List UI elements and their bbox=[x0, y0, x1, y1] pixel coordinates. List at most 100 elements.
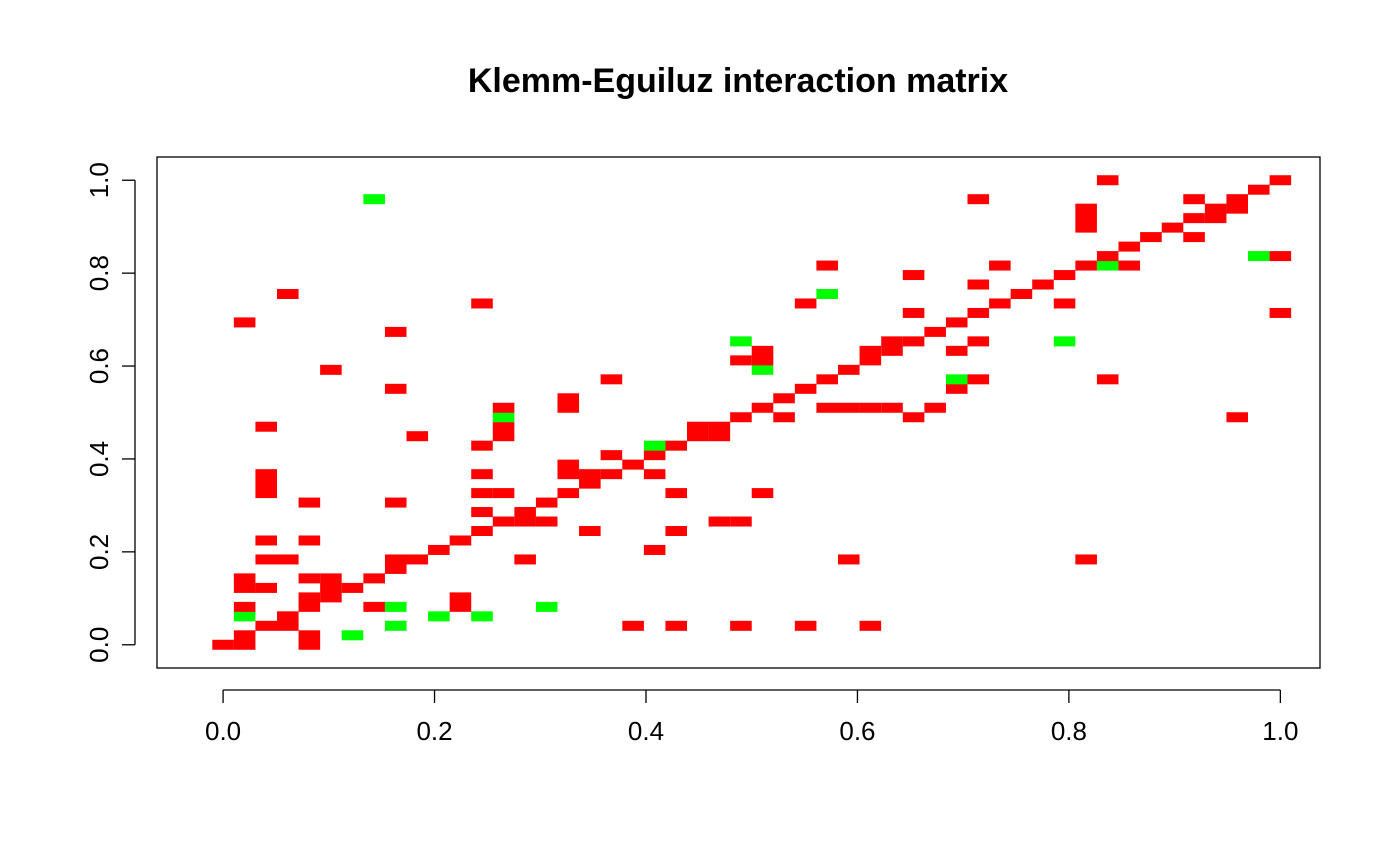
matrix-cell-positive bbox=[1269, 307, 1292, 318]
matrix-cell-positive bbox=[514, 516, 536, 527]
matrix-cell-positive bbox=[1226, 412, 1248, 423]
matrix-cell-positive bbox=[471, 526, 493, 537]
matrix-cell-positive bbox=[341, 582, 364, 593]
matrix-cell-positive bbox=[643, 450, 666, 461]
matrix-cell-positive bbox=[622, 459, 644, 470]
matrix-cell-positive bbox=[600, 469, 623, 480]
matrix-cell-positive bbox=[945, 383, 968, 394]
x-tick-label: 0.8 bbox=[1051, 716, 1087, 746]
matrix-cell-positive bbox=[320, 573, 342, 584]
matrix-cell-positive bbox=[881, 402, 903, 413]
matrix-cell-positive bbox=[967, 336, 990, 347]
matrix-cell-positive bbox=[773, 393, 795, 404]
matrix-cell-positive bbox=[277, 611, 299, 622]
matrix-cell-positive bbox=[255, 620, 277, 631]
matrix-cell-positive bbox=[320, 364, 342, 375]
matrix-cell-positive bbox=[255, 478, 277, 489]
matrix-cell-positive bbox=[557, 393, 580, 404]
matrix-cell-positive bbox=[298, 573, 321, 584]
matrix-cell-positive bbox=[1118, 260, 1141, 271]
matrix-cell-positive bbox=[384, 383, 407, 394]
y-tick-label: 0.2 bbox=[84, 534, 114, 570]
matrix-cell-positive bbox=[233, 601, 256, 612]
matrix-cell-positive bbox=[643, 544, 666, 555]
matrix-cell-positive bbox=[1183, 213, 1205, 224]
matrix-cell-positive bbox=[384, 326, 407, 337]
matrix-cell-positive bbox=[255, 554, 277, 565]
matrix-cell-positive bbox=[255, 582, 277, 593]
matrix-cell-positive bbox=[1075, 222, 1097, 233]
matrix-cell-positive bbox=[1075, 213, 1097, 224]
matrix-cell-positive bbox=[1204, 213, 1227, 224]
matrix-cell-negative bbox=[492, 412, 515, 423]
matrix-cell-positive bbox=[298, 601, 321, 612]
matrix-cell-positive bbox=[557, 469, 580, 480]
x-tick-label: 0.4 bbox=[628, 716, 664, 746]
matrix-cell-positive bbox=[751, 402, 774, 413]
y-tick-label: 0.4 bbox=[84, 441, 114, 477]
matrix-cells bbox=[212, 175, 1292, 650]
matrix-cell-positive bbox=[859, 620, 882, 631]
matrix-cell-positive bbox=[384, 497, 407, 508]
matrix-cell-negative bbox=[1053, 336, 1076, 347]
matrix-cell-positive bbox=[233, 573, 256, 584]
matrix-cell-positive bbox=[816, 374, 838, 385]
matrix-cell-positive bbox=[277, 288, 299, 299]
matrix-cell-positive bbox=[622, 620, 644, 631]
matrix-cell-positive bbox=[277, 554, 299, 565]
matrix-cell-positive bbox=[1204, 203, 1227, 214]
matrix-cell-negative bbox=[384, 601, 407, 612]
matrix-cell-negative bbox=[751, 364, 774, 375]
matrix-cell-positive bbox=[1140, 232, 1162, 243]
matrix-cell-positive bbox=[794, 383, 817, 394]
matrix-cell-positive bbox=[471, 298, 493, 309]
matrix-cell-positive bbox=[255, 469, 277, 480]
matrix-cell-positive bbox=[535, 497, 558, 508]
matrix-cell-positive bbox=[751, 488, 774, 499]
matrix-cell-positive bbox=[859, 355, 882, 366]
matrix-cell-negative bbox=[384, 620, 407, 631]
matrix-cell-negative bbox=[816, 288, 838, 299]
matrix-cell-positive bbox=[1096, 175, 1119, 186]
matrix-cell-positive bbox=[837, 364, 860, 375]
x-axis: 0.0 0.2 0.4 0.6 0.8 1.0 bbox=[205, 689, 1298, 746]
matrix-cell-positive bbox=[600, 450, 623, 461]
matrix-cell-negative bbox=[471, 611, 493, 622]
matrix-cell-positive bbox=[708, 431, 731, 442]
matrix-cell-positive bbox=[233, 317, 256, 328]
matrix-cell-positive bbox=[665, 440, 688, 451]
matrix-cell-positive bbox=[471, 440, 493, 451]
matrix-cell-positive bbox=[255, 535, 277, 546]
matrix-cell-positive bbox=[902, 307, 925, 318]
matrix-cell-positive bbox=[384, 554, 407, 565]
matrix-cell-positive bbox=[557, 459, 580, 470]
matrix-cell-positive bbox=[967, 307, 990, 318]
y-tick-label: 0.8 bbox=[84, 255, 114, 291]
matrix-cell-positive bbox=[1010, 288, 1033, 299]
matrix-cell-positive bbox=[233, 630, 256, 641]
x-tick-label: 0.0 bbox=[205, 716, 241, 746]
matrix-cell-positive bbox=[298, 497, 321, 508]
matrix-cell-positive bbox=[881, 336, 903, 347]
matrix-cell-positive bbox=[945, 345, 968, 356]
matrix-cell-positive bbox=[1075, 260, 1097, 271]
matrix-cell-positive bbox=[298, 630, 321, 641]
matrix-cell-positive bbox=[298, 535, 321, 546]
matrix-cell-positive bbox=[492, 431, 515, 442]
matrix-cell-positive bbox=[1248, 184, 1270, 195]
x-tick-label: 1.0 bbox=[1262, 716, 1298, 746]
matrix-cell-positive bbox=[212, 639, 234, 650]
matrix-cell-negative bbox=[643, 440, 666, 451]
matrix-cell-positive bbox=[794, 298, 817, 309]
chart-title: Klemm-Eguiluz interaction matrix bbox=[468, 62, 1008, 100]
matrix-cell-positive bbox=[751, 345, 774, 356]
x-tick-label: 0.6 bbox=[839, 716, 875, 746]
matrix-cell-positive bbox=[816, 260, 838, 271]
matrix-cell-positive bbox=[881, 345, 903, 356]
matrix-cell-positive bbox=[233, 582, 256, 593]
matrix-cell-positive bbox=[471, 507, 493, 518]
matrix-cell-positive bbox=[859, 345, 882, 356]
matrix-cell-positive bbox=[665, 526, 688, 537]
matrix-cell-positive bbox=[967, 374, 990, 385]
